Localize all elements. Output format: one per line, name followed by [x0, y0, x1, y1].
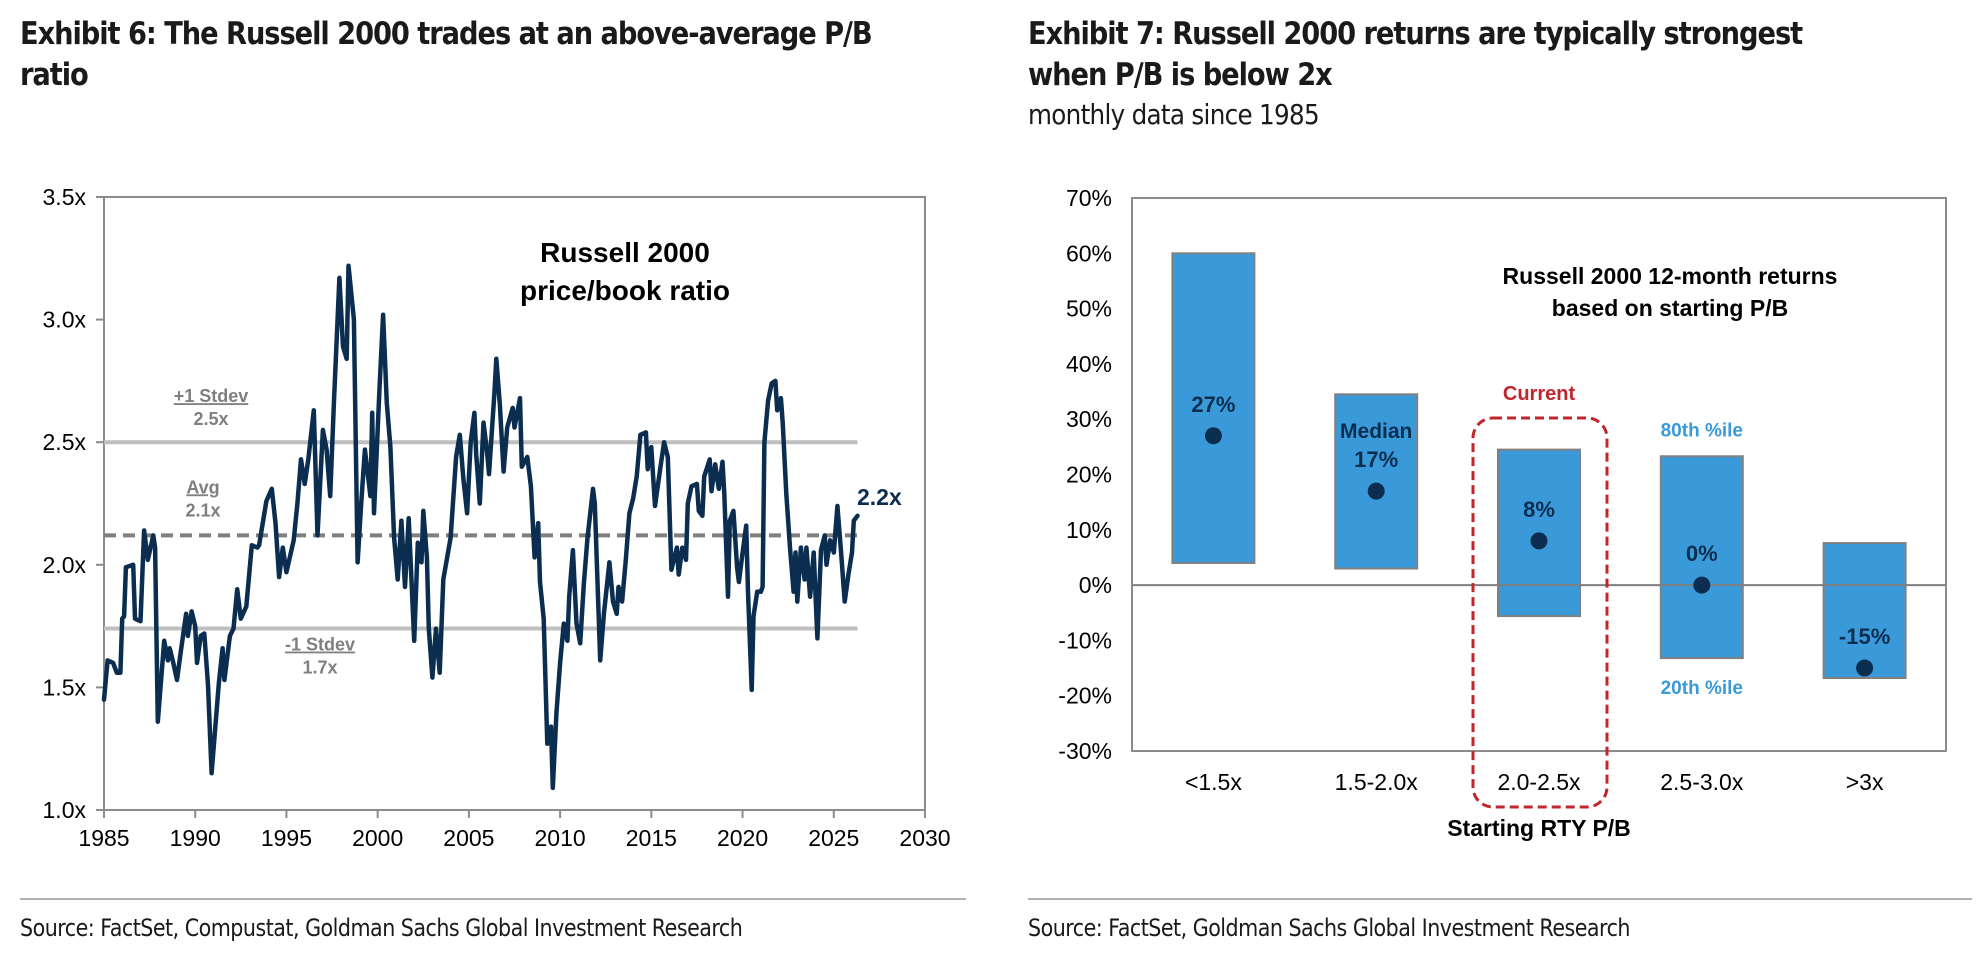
reference-value-label: 2.5x: [193, 409, 228, 429]
y-tick-label: 10%: [1066, 517, 1112, 543]
y-tick-label: 2.0x: [43, 552, 87, 578]
reference-label: +1 Stdev: [174, 386, 249, 406]
median-dot: [1367, 482, 1385, 500]
median-dot: [1530, 532, 1548, 550]
y-tick-label: 2.5x: [43, 429, 87, 455]
x-category-label: 1.5-2.0x: [1335, 769, 1419, 795]
exhibit-7-subtitle: monthly data since 1985: [1028, 98, 1320, 131]
exhibit-7-title: Exhibit 7: Russell 2000 returns are typi…: [1028, 14, 1803, 96]
current-highlight-box: [1471, 416, 1609, 809]
x-tick-label: 2000: [352, 825, 403, 851]
median-word-label: Median: [1340, 420, 1412, 443]
exhibit-6-source: Source: FactSet, Compustat, Goldman Sach…: [20, 914, 743, 942]
x-tick-label: 2010: [535, 825, 586, 851]
reference-value-label: 1.7x: [302, 658, 337, 678]
reference-value-label: 2.1x: [185, 500, 220, 520]
median-value-label: 27%: [1191, 392, 1235, 417]
plot-frame: [1131, 197, 1947, 752]
plot-frame: [103, 196, 926, 811]
x-tick-label: 2020: [717, 825, 768, 851]
y-tick-label: 50%: [1066, 296, 1112, 322]
x-tick-label: 1990: [170, 825, 221, 851]
median-value-label: 17%: [1354, 447, 1398, 472]
returns-by-pb-bar-chart: -30% -20% -10% 0% 10% 20% 30% 40% 50% 60% 70% 27% <1…: [1058, 185, 1947, 841]
y-tick-label: 3.0x: [43, 307, 87, 333]
exhibit-7-title-line1: Exhibit 7: Russell 2000 returns are typi…: [1028, 16, 1803, 52]
exhibit-7-separator: [1028, 898, 1972, 900]
range-bar: [1822, 542, 1907, 680]
x-tick-label: 1985: [78, 825, 129, 851]
chart-title-line1: Russell 2000: [540, 237, 710, 268]
exhibit-7-source: Source: FactSet, Goldman Sachs Global In…: [1028, 914, 1630, 942]
exhibit-6-title-line2: ratio: [20, 57, 89, 93]
x-category-label: 2.5-3.0x: [1660, 769, 1744, 795]
range-bar: [1659, 455, 1744, 660]
y-tick-label: -10%: [1058, 627, 1112, 653]
y-tick-label: 3.5x: [43, 184, 87, 210]
y-tick-label: 1.0x: [43, 797, 87, 823]
median-value-label: 0%: [1686, 541, 1718, 566]
exhibit-7-title-line2: when P/B is below 2x: [1028, 57, 1333, 93]
x-tick-label: 2030: [899, 825, 950, 851]
pb-ratio-series-line: [101, 263, 860, 791]
x-category-label: 2.0-2.5x: [1497, 769, 1581, 795]
x-tick-label: 1995: [261, 825, 312, 851]
reference-label: Avg: [186, 477, 219, 497]
p20-label: 20th %ile: [1661, 678, 1743, 699]
median-value-label: 8%: [1523, 497, 1555, 522]
exhibit-6-title-line1: Exhibit 6: The Russell 2000 trades at an…: [20, 16, 873, 52]
exhibit-6-separator: [20, 898, 966, 900]
y-tick-label: 20%: [1066, 462, 1112, 488]
median-dot: [1856, 659, 1874, 677]
x-tick-label: 2015: [626, 825, 677, 851]
x-category-label: <1.5x: [1185, 769, 1242, 795]
last-value-label: 2.2x: [857, 484, 902, 510]
x-category-label: >3x: [1846, 769, 1884, 795]
median-dot: [1693, 576, 1711, 594]
pb-ratio-line-chart: 1.0x 1.5x 2.0x 2.5x 3.0x 3.5x 1985 1990 1995 2000…: [43, 184, 951, 851]
range-bar: [1334, 393, 1419, 570]
y-tick-label: 0%: [1079, 572, 1112, 598]
chart-title-line2: based on starting P/B: [1552, 295, 1788, 321]
current-label: Current: [1503, 383, 1576, 405]
y-tick-label: 30%: [1066, 406, 1112, 432]
y-tick-label: 1.5x: [43, 674, 87, 700]
chart-title-line1: Russell 2000 12-month returns: [1503, 263, 1838, 289]
median-dot: [1204, 427, 1222, 445]
chart-title-line2: price/book ratio: [520, 275, 730, 306]
y-tick-label: 40%: [1066, 351, 1112, 377]
y-tick-label: -20%: [1058, 683, 1112, 709]
y-tick-label: 70%: [1066, 185, 1112, 211]
y-tick-label: -30%: [1058, 738, 1112, 764]
reference-label: -1 Stdev: [285, 635, 355, 655]
p80-label: 80th %ile: [1661, 420, 1743, 441]
x-tick-label: 2005: [443, 825, 494, 851]
range-bar: [1171, 252, 1256, 564]
x-tick-label: 2025: [808, 825, 859, 851]
exhibit-6-title: Exhibit 6: The Russell 2000 trades at an…: [20, 14, 873, 96]
median-value-label: -15%: [1839, 624, 1890, 649]
y-tick-label: 60%: [1066, 240, 1112, 266]
x-axis-title: Starting RTY P/B: [1447, 815, 1631, 841]
